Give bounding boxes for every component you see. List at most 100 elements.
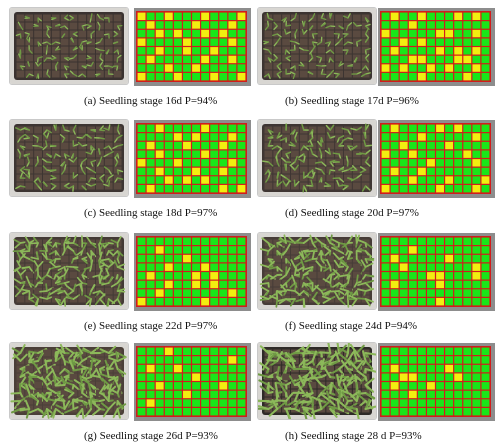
seedling-cell [427, 289, 435, 297]
seedling-cell [472, 347, 481, 356]
empty-cell [210, 72, 219, 81]
seedling-cell [210, 382, 219, 390]
empty-cell [155, 167, 164, 176]
seedling-cell [228, 72, 237, 81]
seedling-cell [137, 184, 146, 193]
seedling-cell [228, 29, 237, 38]
seedling-cell [463, 254, 472, 263]
seedling-cell [192, 382, 200, 390]
seedling-cell [237, 47, 246, 55]
empty-cell [183, 176, 191, 184]
empty-cell [192, 64, 200, 72]
seedling-cell [201, 390, 210, 399]
empty-cell [463, 55, 472, 64]
seedling-cell [454, 133, 463, 141]
seedling-cell [472, 237, 481, 246]
seedling-cell [445, 47, 454, 55]
detection-grid [378, 120, 495, 198]
seedling-cell [472, 38, 481, 46]
seedling-cell [219, 21, 228, 29]
seedling-cell [183, 21, 191, 29]
seedling-cell [228, 347, 237, 356]
seedling-cell [463, 29, 472, 38]
seedling-cell [427, 124, 435, 133]
empty-cell [381, 150, 390, 158]
panel-caption: (h) Seedling stage 28 d P=93% [285, 430, 422, 442]
empty-cell [454, 124, 463, 133]
seedling-cell [390, 150, 399, 158]
seedling-cell [463, 141, 472, 150]
empty-cell [201, 55, 210, 64]
empty-cell [427, 272, 435, 280]
seedling-cell [408, 364, 417, 373]
seedling-cell [427, 399, 435, 407]
seedling-cell [390, 133, 399, 141]
seedling-cell [210, 373, 219, 381]
seedling-cell [173, 55, 182, 64]
seedling-cell [137, 280, 146, 289]
seedling-cell [192, 364, 200, 373]
seedling-cell [436, 364, 444, 373]
seedling-cell [390, 64, 399, 72]
seedling-cell [381, 141, 390, 150]
seedling-cell [417, 254, 426, 263]
seedling-cell [463, 237, 472, 246]
seedling-cell [146, 133, 155, 141]
seedling-cell [427, 29, 435, 38]
seedling-cell [381, 399, 390, 407]
seedling-cell [173, 150, 182, 158]
empty-cell [445, 29, 454, 38]
seedling-cell [146, 289, 155, 297]
seedling-cell [183, 272, 191, 280]
seedling-cell [390, 29, 399, 38]
seedling-cell [445, 124, 454, 133]
seedling-cell [436, 176, 444, 184]
seedling-cell [390, 72, 399, 81]
seedling-cell [427, 237, 435, 246]
seedling-cell [381, 297, 390, 306]
seedling-tray-photo [258, 120, 376, 196]
empty-cell [417, 12, 426, 21]
seedling-cell [454, 72, 463, 81]
seedling-cell [454, 272, 463, 280]
seedling-cell [381, 167, 390, 176]
empty-cell [164, 64, 173, 72]
seedling-cell [192, 124, 200, 133]
seedling-cell [381, 373, 390, 381]
seedling-cell [399, 167, 408, 176]
seedling-cell [183, 263, 191, 271]
seedling-cell [155, 55, 164, 64]
seedling-cell [210, 184, 219, 193]
empty-cell [146, 21, 155, 29]
seedling-cell [463, 38, 472, 46]
seedling-cell [463, 407, 472, 416]
empty-cell [436, 184, 444, 193]
seedling-cell [237, 272, 246, 280]
seedling-cell [146, 297, 155, 306]
seedling-cell [219, 64, 228, 72]
empty-cell [472, 133, 481, 141]
seedling-cell [463, 184, 472, 193]
seedling-cell [472, 124, 481, 133]
seedling-cell [408, 237, 417, 246]
seedling-cell [164, 390, 173, 399]
empty-cell [454, 12, 463, 21]
empty-cell [146, 399, 155, 407]
seedling-cell [237, 347, 246, 356]
seedling-cell [399, 237, 408, 246]
empty-cell [192, 21, 200, 29]
seedling-cell [228, 150, 237, 158]
seedling-cell [146, 12, 155, 21]
seedling-cell [445, 246, 454, 254]
seedling-cell [201, 38, 210, 46]
seedling-cell [173, 38, 182, 46]
seedling-cell [436, 263, 444, 271]
seedling-cell [399, 399, 408, 407]
seedling-cell [399, 184, 408, 193]
empty-cell [137, 12, 146, 21]
seedling-cell [463, 356, 472, 364]
seedling-cell [408, 297, 417, 306]
seedling-cell [201, 407, 210, 416]
seedling-cell [427, 150, 435, 158]
empty-cell [137, 38, 146, 46]
